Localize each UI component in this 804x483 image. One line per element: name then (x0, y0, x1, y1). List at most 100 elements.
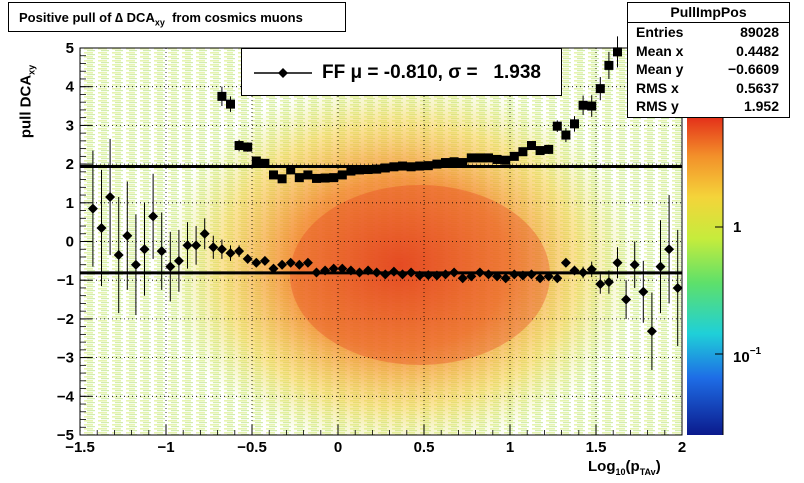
sigma-point (466, 153, 476, 163)
x-tick-label: −1.5 (65, 439, 95, 456)
mean-point (586, 264, 597, 275)
sigma-point (561, 130, 571, 140)
sigma-point (303, 170, 313, 180)
mean-point (621, 294, 632, 305)
sigma-point (312, 173, 321, 183)
mean-point (535, 273, 546, 284)
mean-point (208, 242, 219, 253)
x-tick-label: −1 (157, 439, 174, 456)
sigma-point (269, 170, 278, 180)
stats-title: PullImpPos (628, 3, 789, 23)
y-tick-label: 0 (66, 234, 74, 251)
sigma-point (398, 161, 407, 171)
mean-point (414, 270, 425, 281)
sigma-point (380, 163, 390, 173)
mean-point (242, 253, 253, 264)
sigma-point (578, 100, 588, 110)
y-tick-label: −5 (57, 427, 74, 444)
mean-point (672, 282, 683, 293)
sigma-point (475, 153, 485, 163)
x-tick-label: 2 (678, 439, 686, 456)
mean-point (148, 211, 159, 222)
mean-point (638, 286, 649, 297)
sigma-point (251, 156, 261, 166)
mean-point (431, 270, 442, 281)
mean-point (251, 257, 262, 268)
sigma-point (518, 147, 528, 157)
sigma-point (406, 162, 416, 172)
mean-point (173, 255, 184, 266)
mean-point (517, 270, 528, 281)
mean-point (320, 265, 331, 276)
y-axis: −5 −4 −3 −2 −1 0 1 2 3 4 5 (57, 40, 92, 444)
mean-point (397, 269, 408, 280)
z-tick-label: 1 (733, 219, 741, 236)
mean-point (466, 271, 477, 282)
mean-point (500, 273, 511, 284)
sigma-point (329, 173, 339, 183)
x-tick-label: −0.5 (237, 439, 267, 456)
legend-label: FF μ = -0.810, σ = 1.938 (322, 62, 541, 83)
sigma-point (277, 174, 287, 184)
mean-point (560, 257, 571, 268)
sigma-point (527, 141, 536, 151)
mean-point (285, 257, 296, 268)
mean-point (380, 269, 391, 280)
mean-point (655, 261, 666, 272)
sigma-point (355, 165, 364, 175)
x-tick-label: 1.5 (586, 439, 607, 456)
mean-point (457, 273, 468, 284)
mean-point (87, 203, 98, 214)
mean-point (165, 261, 176, 272)
x-axis-title: Log10(pTAv) (588, 458, 661, 477)
legend: FF μ = -0.810, σ = 1.938 (241, 48, 562, 96)
mean-point (225, 248, 236, 259)
sigma-point (389, 162, 399, 172)
mean-point (96, 222, 107, 233)
y-tick-label: −1 (57, 272, 74, 289)
sigma-point (346, 166, 356, 176)
mean-point (449, 267, 460, 278)
x-tick-label: 0.5 (414, 439, 435, 456)
mean-point (603, 277, 614, 288)
stats-row-rms-y: RMS y 1.952 (636, 98, 779, 114)
z-tick-label: 10−1 (733, 346, 762, 366)
sigma-point (432, 159, 442, 169)
sigma-point (243, 142, 253, 152)
x-axis: −1.5 −1 −0.5 0 0.5 1 1.5 2 (65, 425, 686, 456)
mean-point (268, 263, 279, 274)
mean-point (199, 228, 210, 239)
mean-point (182, 240, 193, 251)
mean-point (234, 246, 245, 257)
sigma-point (423, 161, 433, 171)
mean-point (345, 265, 356, 276)
data-markers (87, 47, 683, 337)
mean-point (294, 259, 305, 270)
mean-point (664, 244, 675, 255)
sigma-point (484, 153, 493, 163)
stats-box: PullImpPos Entries 89028 Mean x 0.4482 Mea… (627, 2, 790, 118)
mean-point (156, 246, 167, 257)
color-scale-bar (687, 118, 723, 435)
legend-marker-icon (254, 68, 312, 78)
mean-point (578, 267, 589, 278)
mean-point (130, 259, 141, 270)
mean-point (311, 267, 322, 278)
mean-point (216, 244, 227, 255)
sigma-point (337, 170, 347, 180)
y-axis-title: pull DCAxy (17, 64, 37, 139)
mean-point (646, 326, 657, 337)
sigma-point (217, 91, 227, 101)
mean-point (509, 269, 520, 280)
y-tick-label: 4 (66, 79, 75, 96)
y-tick-label: 2 (66, 156, 74, 173)
mean-point (483, 269, 494, 280)
sigma-point (552, 121, 562, 131)
mean-point (612, 257, 623, 268)
y-tick-label: −3 (57, 350, 74, 367)
sigma-point (458, 158, 468, 168)
y-tick-label: 1 (66, 195, 74, 212)
sigma-point (449, 157, 459, 167)
x-tick-label: 0 (334, 439, 342, 456)
